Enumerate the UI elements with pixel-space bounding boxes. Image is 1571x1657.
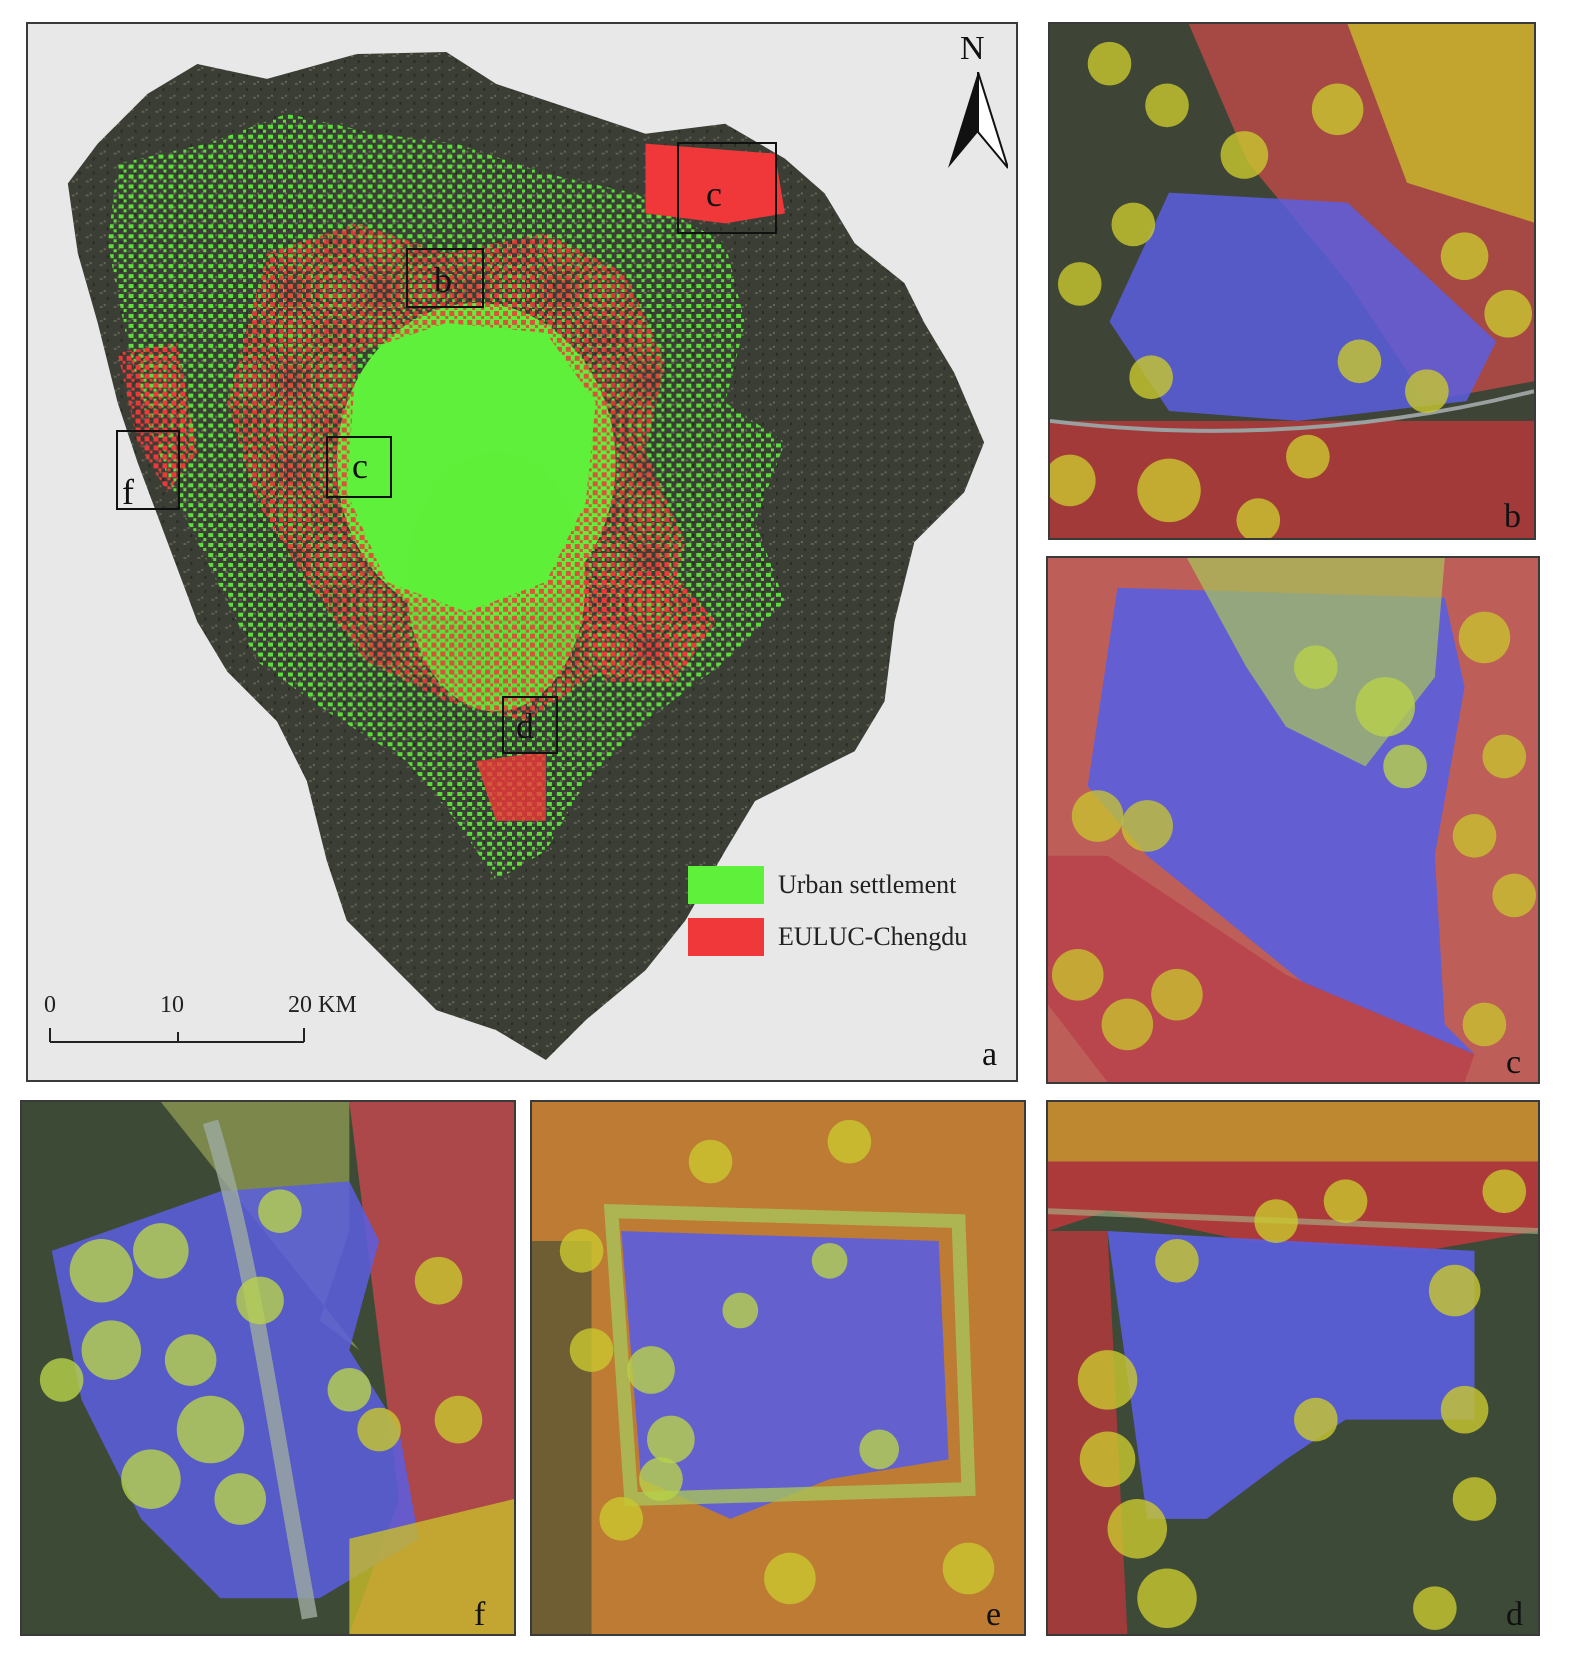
inset-e-svg [532, 1102, 1024, 1634]
aoi-box-c-west [326, 436, 392, 498]
aoi-box-f [116, 430, 180, 510]
inset-panel-d [1046, 1100, 1540, 1636]
aoi-box-d [502, 696, 558, 754]
inset-label-f: f [474, 1596, 486, 1633]
legend-swatch-euluc [688, 918, 764, 956]
main-map-svg [67, 52, 985, 1060]
main-map-panel [26, 22, 1018, 1082]
aoi-box-label: f [122, 472, 134, 512]
scale-tick-20: 20 KM [288, 992, 357, 1018]
legend-swatch-urban [688, 866, 764, 904]
aoi-box-b [406, 248, 484, 308]
panel-label-a: a [982, 1036, 998, 1073]
inset-panel-c [1046, 556, 1540, 1084]
inset-label-b: b [1504, 498, 1521, 535]
aoi-box-label: b [434, 260, 452, 300]
inset-c-svg [1048, 558, 1538, 1082]
aoi-box-label: d [516, 706, 534, 746]
aoi-box-label: c [352, 446, 368, 486]
inset-b-svg [1050, 24, 1534, 538]
legend-label-urban: Urban settlement [778, 870, 957, 899]
north-label: N [960, 30, 985, 67]
inset-label-c: c [1506, 1044, 1522, 1081]
scale-tick-0: 0 [44, 992, 56, 1018]
inset-d-svg [1048, 1102, 1538, 1634]
scale-bar [49, 1028, 305, 1043]
inset-panel-e [530, 1100, 1026, 1636]
inset-label-e: e [986, 1596, 1002, 1633]
north-arrow-icon [948, 72, 1008, 169]
inset-label-d: d [1506, 1596, 1523, 1633]
inset-panel-b [1048, 22, 1536, 540]
aoi-box-c-north [677, 142, 777, 234]
inset-panel-f [20, 1100, 516, 1636]
inset-f-svg [22, 1102, 514, 1634]
aoi-box-label: c [706, 174, 722, 214]
scale-tick-10: 10 [160, 992, 184, 1018]
legend-label-euluc: EULUC-Chengdu [778, 922, 968, 951]
euluc-ring [227, 223, 686, 722]
